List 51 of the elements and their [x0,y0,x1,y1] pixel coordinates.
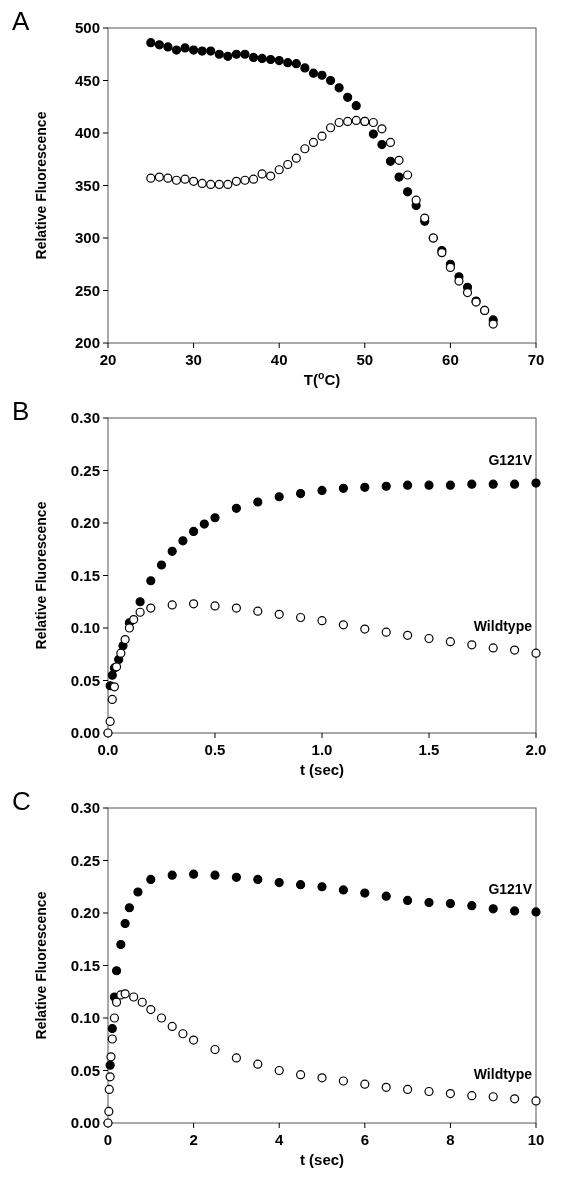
x-tick-label: 0.0 [97,741,119,758]
x-tick-label: 20 [99,351,117,368]
y-tick-label: 0.30 [70,799,100,816]
x-tick-label: 1.0 [311,741,333,758]
y-tick-label: 0.00 [70,724,100,741]
y-axis-title: Relative Fluorescence [33,111,49,260]
y-tick-label: 400 [74,124,100,141]
y-tick-label: 0.20 [70,514,100,531]
y-tick-label: 0.05 [70,671,100,689]
y-tick-label: 500 [74,19,100,36]
x-tick-label: 70 [527,351,545,368]
x-tick-label: 30 [185,351,202,368]
x-tick-label: 10 [527,1131,545,1148]
chart-title: C [12,786,31,816]
x-axis-title: t (sec) [299,761,345,778]
y-tick-label: 200 [74,334,100,351]
x-tick-label: 6 [360,1131,369,1148]
x-tick-label: 8 [446,1131,455,1148]
series-label: Wildtype [473,1065,533,1082]
x-tick-label: 2.0 [525,741,547,758]
x-tick-label: 50 [356,351,374,368]
y-tick-label: 0.10 [70,619,100,636]
y-axis-title: Relative Fluorescence [33,501,49,650]
y-tick-label: 300 [74,229,100,246]
chart-title: B [12,396,30,426]
y-tick-label: 0.15 [70,956,100,974]
x-tick-label: 40 [270,351,288,368]
y-tick-label: 0.25 [70,461,100,479]
x-axis-title: T($^{o}$C) [303,369,341,388]
y-tick-label: 350 [74,176,100,194]
y-tick-label: 0.30 [70,409,100,426]
series-label: Wildtype [473,618,533,635]
x-tick-label: 4 [275,1131,285,1148]
y-tick-label: 250 [74,281,100,299]
y-tick-label: 0.25 [70,851,100,869]
y-tick-label: 0.15 [70,566,100,584]
y-tick-label: 0.20 [70,904,100,921]
x-tick-label: 0.5 [204,741,226,758]
chart-title: A [12,6,30,36]
x-tick-label: 0 [103,1131,113,1148]
series-label: G121V [488,880,533,897]
series-label: G121V [488,452,533,469]
y-tick-label: 0.00 [70,1114,100,1131]
y-axis-title: Relative Fluorescence [33,891,49,1040]
x-axis-title: t (sec) [299,1151,345,1168]
x-tick-label: 1.5 [418,741,440,758]
x-tick-label: 60 [442,351,459,368]
y-tick-label: 0.05 [70,1061,100,1079]
y-tick-label: 450 [74,71,100,89]
x-tick-label: 2 [189,1131,198,1148]
y-tick-label: 0.10 [70,1009,100,1026]
